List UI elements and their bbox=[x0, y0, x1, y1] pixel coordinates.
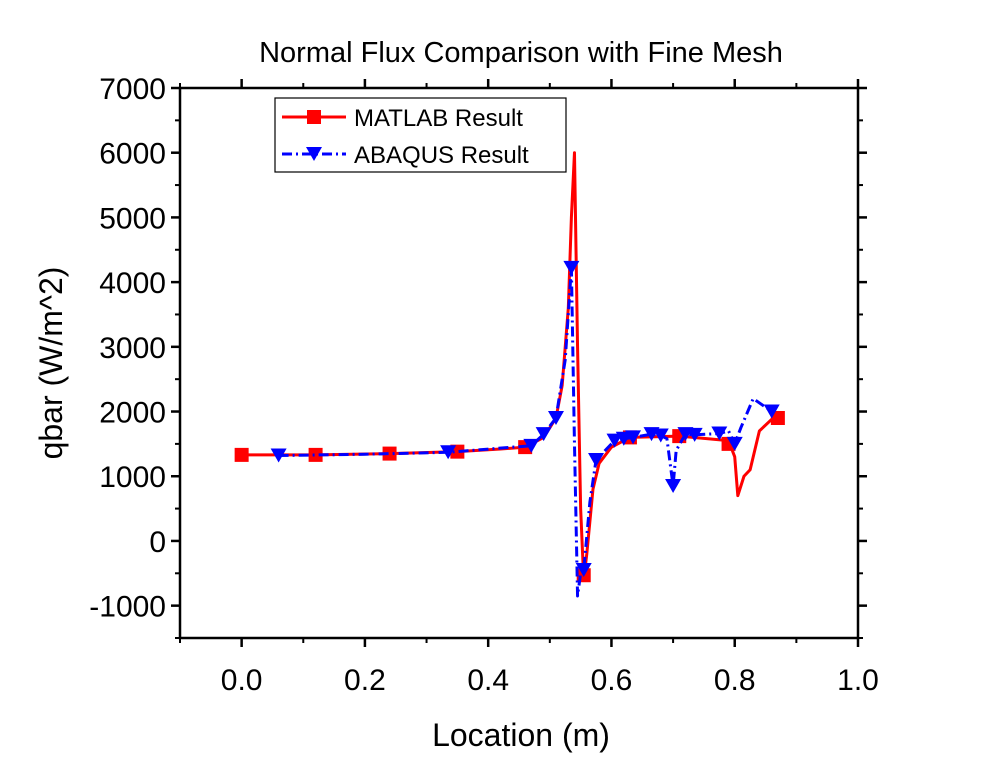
x-tick-label: 0.2 bbox=[344, 664, 386, 697]
matlab-marker bbox=[234, 447, 249, 462]
axes: 0.0 0.2 0.4 0.6 0.8 1.0 -1000 0 1000 2000 3000 4000… bbox=[89, 73, 879, 697]
legend-box bbox=[274, 97, 567, 173]
abaqus-marker bbox=[711, 426, 728, 441]
y-tick-label: 6000 bbox=[99, 138, 166, 171]
legend-abaqus-label: ABAQUS Result bbox=[354, 142, 529, 169]
x-tick-label: 0.4 bbox=[467, 664, 509, 697]
y-tick-label: 2000 bbox=[99, 397, 166, 430]
y-tick-label: 4000 bbox=[99, 267, 166, 300]
y-axis-label: qbar (W/m^2) bbox=[33, 267, 69, 460]
y-tick-label: 7000 bbox=[99, 73, 166, 106]
abaqus-marker bbox=[686, 427, 703, 442]
legend-abaqus-marker bbox=[306, 147, 322, 161]
plot-frame bbox=[178, 86, 860, 640]
x-tick-label: 1.0 bbox=[837, 664, 879, 697]
matlab-marker bbox=[382, 446, 397, 461]
y-tick-label: 1000 bbox=[99, 461, 166, 494]
chart-title: Normal Flux Comparison with Fine Mesh bbox=[259, 37, 783, 69]
matlab-marker bbox=[308, 447, 323, 462]
abaqus-marker bbox=[625, 430, 642, 445]
abaqus-marker bbox=[575, 563, 592, 578]
y-tick-label: 5000 bbox=[99, 202, 166, 235]
abaqus-marker bbox=[588, 453, 605, 468]
series-layer bbox=[234, 151, 785, 598]
abaqus-marker bbox=[652, 428, 669, 443]
y-tick-label: 3000 bbox=[99, 332, 166, 365]
matlab-marker bbox=[770, 411, 785, 425]
legend: MATLAB Result ABAQUS Result bbox=[274, 97, 567, 173]
x-tick-label: 0.0 bbox=[221, 664, 263, 697]
x-tick-label: 0.6 bbox=[591, 664, 633, 697]
abaqus-marker bbox=[726, 436, 743, 451]
legend-matlab-marker bbox=[307, 110, 321, 124]
abaqus-marker bbox=[523, 438, 540, 453]
abaqus-marker bbox=[440, 445, 457, 460]
abaqus-marker bbox=[763, 404, 780, 419]
x-axis-label: Location (m) bbox=[432, 717, 610, 753]
x-tick-label: 0.8 bbox=[714, 664, 756, 697]
matlab-line bbox=[241, 151, 779, 582]
abaqus-marker bbox=[563, 260, 580, 275]
abaqus-marker bbox=[547, 411, 564, 425]
legend-matlab-label: MATLAB Result bbox=[354, 105, 523, 132]
abaqus-marker bbox=[606, 433, 623, 448]
y-tick-label: -1000 bbox=[89, 591, 166, 624]
abaqus-marker bbox=[665, 478, 682, 493]
abaqus-marker bbox=[270, 448, 287, 463]
y-tick-label: 0 bbox=[149, 526, 166, 559]
abaqus-marker bbox=[535, 427, 552, 442]
